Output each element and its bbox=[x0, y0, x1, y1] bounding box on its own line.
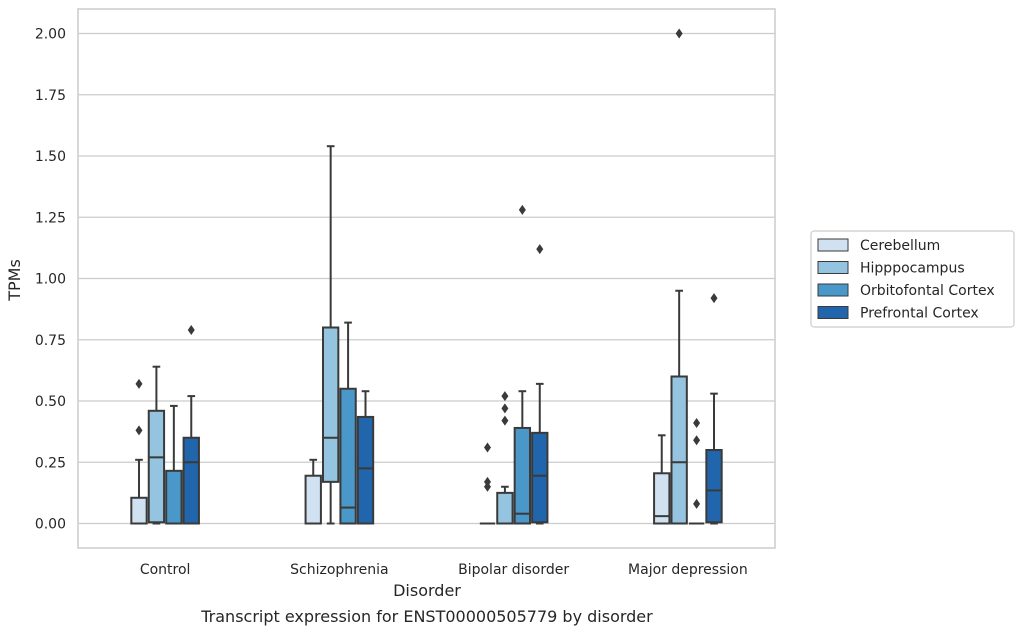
box bbox=[513, 426, 532, 525]
box bbox=[339, 387, 357, 525]
legend-label: Hipppocampus bbox=[860, 261, 965, 277]
y-axis-label: TPMs bbox=[5, 259, 24, 302]
x-tick-label: Schizophrenia bbox=[290, 562, 388, 578]
y-tick-labels: 0.00 0.25 0.50 0.75 1.00 1.25 1.50 1.75 2.00 bbox=[35, 27, 66, 533]
legend: Cerebellum Hipppocampus Orbitofontal Corte… bbox=[810, 230, 1015, 328]
box-group bbox=[356, 390, 375, 525]
legend-box bbox=[810, 230, 1015, 328]
box-group bbox=[321, 145, 340, 525]
box bbox=[165, 469, 183, 525]
outlier-point bbox=[135, 378, 143, 389]
box-group bbox=[182, 324, 200, 525]
box-group bbox=[688, 418, 705, 525]
box bbox=[653, 472, 671, 525]
legend-swatch bbox=[817, 306, 849, 319]
legend-label: Prefrontal Cortex bbox=[860, 306, 979, 322]
box bbox=[321, 326, 340, 483]
legend-label: Orbitofontal Cortex bbox=[860, 283, 995, 299]
box-group bbox=[479, 442, 496, 525]
boxes-layer bbox=[130, 28, 723, 525]
box-group bbox=[304, 458, 322, 525]
plot-border bbox=[77, 8, 776, 549]
box-group bbox=[130, 378, 148, 525]
box bbox=[147, 409, 166, 524]
box-group bbox=[339, 321, 357, 525]
box-group bbox=[513, 204, 532, 525]
box-group bbox=[147, 365, 166, 525]
box-group bbox=[705, 293, 723, 525]
outlier-point bbox=[675, 28, 683, 39]
plot-frame bbox=[77, 8, 776, 549]
outlier-point bbox=[187, 324, 195, 335]
y-tick-label: 0.25 bbox=[35, 455, 66, 471]
y-tick-label: 0.50 bbox=[35, 394, 66, 410]
y-tick-label: 1.00 bbox=[35, 272, 66, 288]
box-group bbox=[670, 28, 688, 525]
y-tick-label: 1.50 bbox=[35, 149, 66, 165]
legend-swatch bbox=[817, 283, 849, 297]
box bbox=[670, 375, 688, 525]
box bbox=[705, 449, 723, 524]
box bbox=[531, 431, 549, 524]
x-tick-label: Control bbox=[140, 562, 191, 578]
box-group bbox=[165, 404, 183, 525]
box bbox=[496, 491, 514, 525]
outlier-point bbox=[536, 244, 544, 255]
box-group bbox=[653, 434, 671, 525]
outlier-point bbox=[135, 425, 143, 436]
x-tick-label: Bipolar disorder bbox=[458, 562, 569, 578]
x-axis-label: Disorder bbox=[393, 581, 461, 600]
legend-label: Cerebellum bbox=[860, 238, 940, 254]
outlier-point bbox=[693, 498, 701, 509]
legend-swatch bbox=[817, 261, 849, 274]
box-group bbox=[531, 244, 549, 525]
box bbox=[304, 474, 322, 525]
outlier-point bbox=[501, 415, 509, 426]
outlier-point bbox=[710, 293, 718, 304]
box-group bbox=[496, 391, 514, 525]
outlier-point bbox=[693, 435, 701, 446]
y-tick-label: 1.75 bbox=[35, 88, 66, 104]
chart-caption: Transcript expression for ENST0000050577… bbox=[200, 607, 653, 626]
x-tick-label: Major depression bbox=[628, 562, 748, 578]
y-tick-label: 0.75 bbox=[35, 333, 66, 349]
outlier-point bbox=[483, 442, 491, 453]
outlier-point bbox=[501, 391, 509, 402]
legend-swatch bbox=[817, 238, 849, 252]
outlier-point bbox=[693, 418, 701, 429]
outlier-point bbox=[518, 204, 526, 215]
x-tick-labels: Control Schizophrenia Bipolar disorder Majo… bbox=[140, 562, 748, 578]
y-tick-label: 0.00 bbox=[35, 517, 66, 533]
box bbox=[182, 436, 200, 525]
outlier-point bbox=[501, 403, 509, 414]
outlier-point bbox=[483, 476, 491, 487]
grid-layer bbox=[78, 32, 775, 525]
y-tick-label: 1.25 bbox=[35, 210, 66, 226]
y-tick-label: 2.00 bbox=[35, 27, 66, 43]
box bbox=[130, 496, 148, 525]
box bbox=[356, 415, 375, 525]
